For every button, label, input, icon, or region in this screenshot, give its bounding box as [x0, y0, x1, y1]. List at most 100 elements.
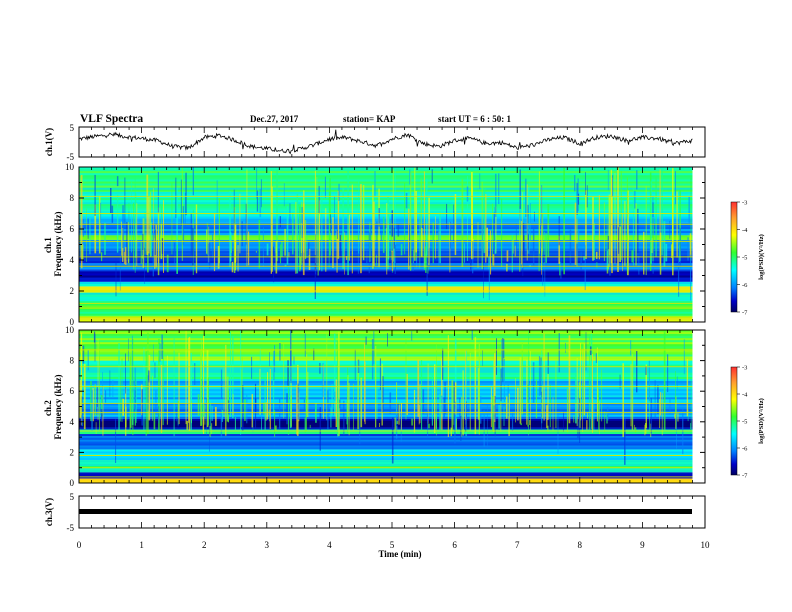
ch2-spectrogram-burst — [604, 411, 606, 433]
time-tick-label: 3 — [265, 540, 270, 550]
ch2-spectrogram-dropout — [286, 393, 288, 425]
ch2-spectrogram-burst — [309, 424, 311, 428]
ch2-spectrogram-ytick-label: 10 — [65, 325, 75, 335]
ch2-spectrogram-burst — [162, 341, 164, 426]
ch1-spectrogram-dropout — [470, 258, 472, 271]
ch1-spectrogram-dropout — [534, 211, 535, 222]
ch1-spectrogram-dropout — [519, 169, 521, 209]
ch1-spectrogram-burst — [181, 167, 183, 261]
ch1-spectrogram-burst — [689, 233, 692, 258]
ch1-spectrogram-texture-row — [79, 269, 693, 272]
ch2-spectrogram-burst — [478, 342, 480, 435]
ch1-spectrogram-ytick-label: 2 — [70, 286, 75, 296]
ch2-spectrogram-dropout — [365, 336, 367, 345]
ch1-spectrogram-texture-row — [79, 235, 693, 238]
ch1-spectrogram-burst — [426, 239, 428, 270]
ch1-spectrogram-dropout — [688, 196, 690, 223]
ch1-spectrogram-texture-row — [79, 254, 693, 257]
ch2-spectrogram-texture-row — [79, 364, 693, 367]
ch2-spectrogram-panel: 0 2 4 6 8 10 ch.2 Frequency (kHz) — [43, 325, 706, 488]
ch2-spectrogram-burst — [527, 384, 528, 416]
ch1-colorbar-tick-label: -6 — [742, 282, 748, 289]
ch2-spectrogram-texture-row — [79, 480, 693, 483]
ch2-spectrogram-texture-row — [79, 449, 693, 452]
ch2-spectrogram-texture-row — [79, 441, 693, 444]
ch1-spectrogram-burst — [608, 194, 611, 267]
ch1-spectrogram-texture-row — [79, 210, 693, 213]
ch1-spectrogram-dropout — [466, 186, 469, 202]
ch1-spectrogram-texture-row — [79, 233, 693, 236]
ch1-spectrogram-ylabel-freq: Frequency (kHz) — [53, 211, 63, 276]
ch1-spectrogram-burst — [544, 231, 545, 255]
ch1-spectrogram-burst — [415, 191, 417, 253]
ch1-spectrogram-burst — [292, 212, 294, 255]
ch1-spectrogram-ytick-label: 8 — [70, 193, 75, 203]
ch1-spectrogram-burst — [319, 200, 321, 271]
ch1-spectrogram-dropout — [380, 232, 383, 241]
ch2-spectrogram-dropout — [303, 399, 305, 411]
ch1-spectrogram-burst — [574, 202, 577, 265]
ch2-spectrogram-texture-row — [79, 407, 693, 410]
time-tick-label: 1 — [139, 540, 144, 550]
ch1-spectrogram-dropout — [256, 190, 259, 212]
ch2-spectrogram-texture-row — [79, 387, 693, 390]
ch2-spectrogram-dropout — [379, 358, 381, 391]
ch2-spectrogram-dropout — [444, 381, 446, 415]
ch1-spectrogram-burst — [409, 173, 412, 271]
ch2-spectrogram-dropout — [343, 400, 345, 436]
ch1-spectrogram-texture-row — [79, 175, 693, 178]
ch1-spectrogram-burst — [332, 217, 334, 268]
ch2-spectrogram-dropout — [134, 390, 136, 411]
ch1-spectrogram-burst — [538, 171, 540, 254]
ch2-spectrogram-dropout — [155, 390, 157, 414]
ch2-spectrogram-texture-row — [79, 336, 693, 339]
ch2-spectrogram-dropout — [255, 383, 257, 429]
ch2-spectrogram-burst — [135, 377, 137, 423]
ch2-spectrogram-burst — [92, 388, 94, 422]
ch1-spectrogram-burst — [176, 244, 178, 274]
ch1-spectrogram-burst — [521, 192, 523, 268]
ch2-spectrogram-dropout — [595, 353, 597, 363]
ch1-spectrogram-burst — [541, 186, 542, 275]
ch1-spectrogram-texture-row — [79, 313, 693, 316]
ch1-spectrogram-texture-row — [79, 256, 693, 259]
ch2-spectrogram-texture-row — [79, 399, 693, 402]
ch2-spectrogram-burst — [269, 368, 271, 430]
ch1-spectrogram-dropout — [495, 173, 497, 217]
ch1-spectrogram-burst — [595, 251, 598, 259]
ch1-spectrogram-burst — [467, 176, 468, 261]
ch2-spectrogram-dropout — [96, 387, 98, 407]
ch2-spectrogram-burst — [573, 415, 575, 423]
ch2-spectrogram-burst — [244, 399, 246, 421]
ch2-spectrogram-dropout — [395, 402, 398, 439]
ch2-spectrogram-dropout — [373, 331, 375, 365]
ch2-spectrogram-burst — [411, 418, 413, 426]
ch1-spectrogram-texture-row — [79, 185, 693, 188]
ch1-spectrogram-burst — [288, 252, 290, 257]
ch1-spectrogram-texture-row — [79, 242, 693, 245]
ch1-spectrogram-burst — [512, 239, 514, 254]
ch1-spectrogram-burst — [342, 187, 345, 270]
ch2-spectrogram-burst — [357, 360, 359, 430]
ch1-spectrogram-burst — [136, 203, 138, 267]
ch1-spectrogram-burst — [486, 227, 488, 258]
ch2-spectrogram-dropout — [465, 420, 467, 432]
ch1-spectrogram-texture-row — [79, 198, 693, 201]
ch2-spectrogram-dropout — [585, 331, 587, 371]
ch1-spectrogram-burst — [153, 188, 154, 257]
ch2-colorbar-tick-label: -7 — [742, 473, 748, 480]
time-tick-label: 0 — [77, 540, 82, 550]
ch2-spectrogram-burst — [645, 364, 647, 428]
ch1-spectrogram-burst — [631, 250, 634, 263]
ch1-spectrogram-burst — [352, 251, 353, 254]
figure-title: VLF Spectra — [80, 113, 143, 125]
ch1-spectrogram-burst — [394, 167, 396, 264]
ch2-spectrogram-burst — [99, 341, 100, 432]
ch2-spectrogram-dropout — [125, 353, 126, 394]
ch1-spectrogram-dropout — [652, 202, 654, 217]
ch2-spectrogram-burst — [269, 412, 270, 422]
ch2-spectrogram-burst — [644, 424, 646, 436]
ch2-spectrogram-burst — [145, 351, 147, 436]
ch1-spectrogram-burst — [598, 195, 600, 260]
